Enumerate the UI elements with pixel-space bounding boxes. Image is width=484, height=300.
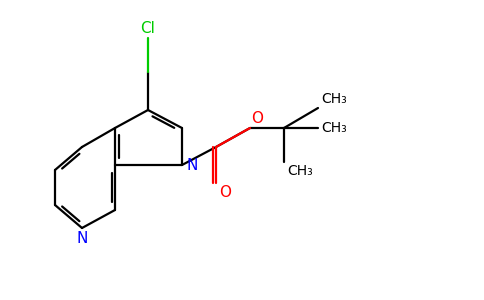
Text: CH₃: CH₃: [287, 164, 313, 178]
Text: Cl: Cl: [140, 21, 155, 36]
Text: O: O: [251, 111, 263, 126]
Text: CH₃: CH₃: [321, 92, 347, 106]
Text: N: N: [76, 231, 88, 246]
Text: O: O: [219, 185, 231, 200]
Text: CH₃: CH₃: [321, 121, 347, 135]
Text: N: N: [187, 158, 198, 172]
